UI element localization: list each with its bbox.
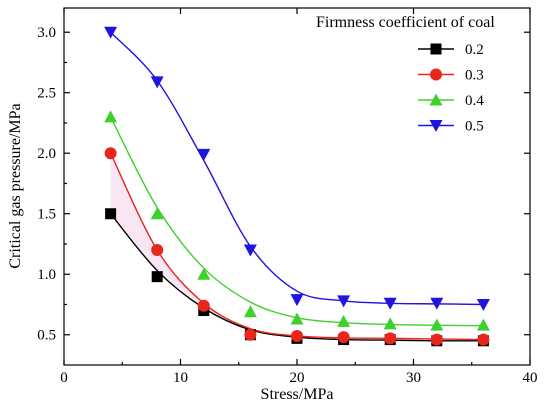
point-0.4-20 [290, 312, 304, 325]
legend-label-0.4: 0.4 [465, 93, 484, 109]
point-0.4-24 [337, 314, 351, 327]
point-0.5-32 [430, 297, 444, 310]
point-0.4-4 [104, 110, 118, 123]
y-tick-label: 1.0 [37, 267, 56, 283]
legend-label-0.3: 0.3 [465, 68, 484, 84]
series-markers [104, 26, 490, 347]
point-0.3-8 [151, 244, 164, 257]
point-0.4-8 [150, 207, 164, 220]
point-0.2-8 [151, 271, 163, 283]
point-0.5-16 [243, 244, 257, 257]
point-0.5-24 [337, 295, 351, 308]
x-axis-title: Stress/MPa [261, 386, 334, 403]
point-0.3-36 [477, 333, 490, 346]
point-0.5-36 [476, 298, 490, 311]
x-tick-label: 0 [60, 370, 68, 386]
point-0.5-8 [150, 76, 164, 89]
x-tick-label: 10 [173, 370, 188, 386]
plot-frame [63, 7, 531, 366]
point-0.3-32 [430, 333, 443, 346]
y-axis-title: Critical gas pressure/MPa [7, 103, 24, 268]
point-0.5-4 [104, 26, 118, 39]
legend-label-0.2: 0.2 [465, 42, 484, 58]
x-tick-label: 20 [290, 370, 305, 386]
series-line-0.3 [109, 152, 484, 341]
y-tick-label: 3.0 [37, 25, 56, 41]
legend: Firmness coefficient of coal 0.2 0.3 0.4 0.… [316, 14, 495, 135]
legend-marker-0.2 [430, 43, 442, 55]
point-0.5-12 [197, 148, 211, 161]
y-tick-label: 2.5 [37, 86, 56, 102]
axes [63, 7, 531, 366]
point-0.4-28 [383, 317, 397, 330]
y-axis-ticks: 0.5 1.0 1.5 2.0 2.5 3.0 [37, 25, 530, 344]
point-0.3-20 [291, 329, 303, 342]
point-0.4-36 [476, 318, 490, 331]
x-axis-ticks: 0 10 20 30 40 [60, 8, 538, 386]
x-tick-label: 30 [406, 370, 421, 386]
point-0.3-24 [337, 331, 350, 344]
legend-marker-0.3 [430, 68, 442, 81]
point-0.4-32 [430, 318, 444, 331]
point-0.4-16 [243, 305, 257, 318]
y-tick-label: 0.5 [37, 328, 56, 344]
y-tick-label: 2.0 [37, 146, 56, 162]
point-0.3-28 [384, 332, 397, 345]
y-tick-label: 1.5 [37, 207, 56, 223]
legend-marker-0.4 [429, 93, 443, 106]
point-0.5-28 [383, 297, 397, 310]
point-0.3-4 [104, 147, 117, 160]
legend-marker-0.5 [429, 120, 443, 132]
legend-label-0.5: 0.5 [465, 119, 484, 135]
legend-title: Firmness coefficient of coal [316, 14, 495, 31]
point-0.3-16 [244, 328, 257, 341]
point-0.4-12 [197, 267, 211, 280]
series-line-0.5 [110, 31, 484, 306]
point-0.3-12 [197, 299, 210, 312]
x-tick-label: 40 [523, 370, 538, 386]
point-0.5-20 [290, 294, 304, 307]
point-0.2-4 [105, 208, 117, 220]
